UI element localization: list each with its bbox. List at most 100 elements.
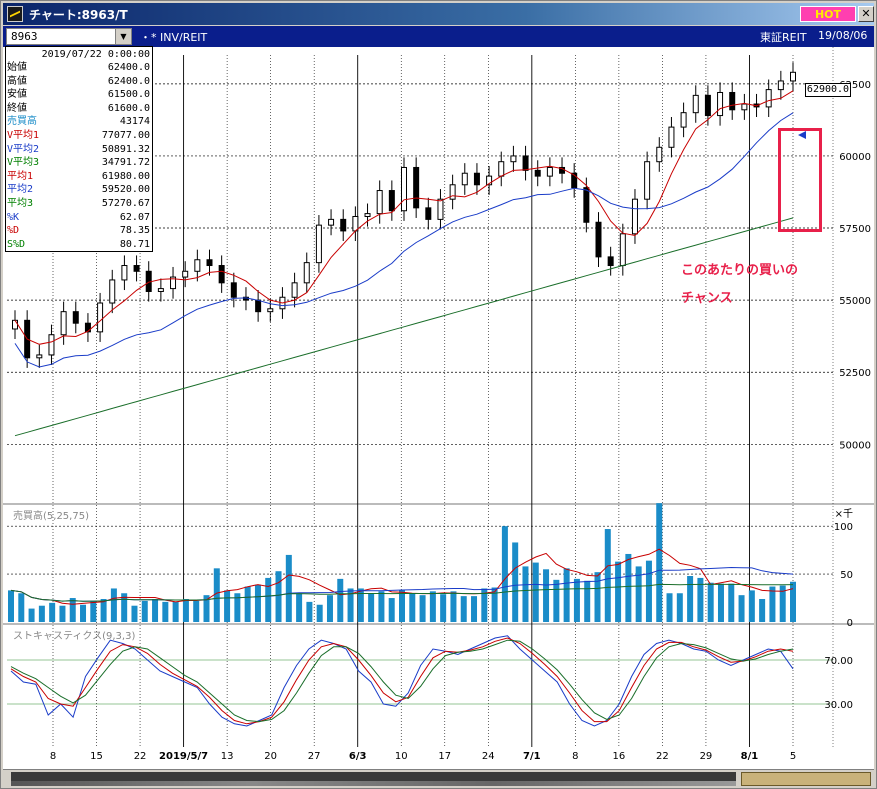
annotation-line-2: チャンス	[681, 291, 733, 306]
candle-body	[534, 169, 541, 177]
info-row: V平均3 34791.72	[7, 156, 151, 169]
volume-bar	[645, 560, 652, 622]
info-label: %K	[7, 211, 20, 223]
info-row: %K 62.07	[7, 211, 151, 224]
candle-body	[401, 166, 407, 212]
info-header: 2019/07/22 0:00:00	[41, 49, 150, 60]
price-tick-label: 50000	[839, 440, 871, 451]
volume-bar	[90, 600, 97, 622]
volume-bar	[656, 503, 663, 622]
candle-body	[303, 262, 310, 284]
info-value: 57270.67	[101, 198, 150, 209]
volume-bar	[429, 591, 436, 622]
candle-body	[546, 166, 553, 177]
ma-short-line	[14, 90, 794, 345]
chart-app-icon	[7, 6, 23, 22]
volume-bar	[121, 593, 128, 622]
annotation-line-1: このあたりの買いの	[681, 263, 799, 278]
category-label: ・* INV/REIT	[140, 31, 208, 44]
symbol-select[interactable]: 8963 ▼	[6, 28, 132, 45]
candle-body	[413, 166, 420, 209]
volume-bar	[254, 584, 261, 622]
stochastic-tick-label: 30.00	[824, 700, 853, 711]
date-tick-label: 27	[308, 751, 321, 762]
info-label: 平均3	[7, 198, 34, 209]
volume-bar	[450, 591, 457, 622]
info-value: 61500.0	[107, 89, 150, 101]
info-value: 62.07	[119, 211, 150, 223]
candle-body	[631, 198, 638, 235]
volume-bar	[728, 583, 735, 622]
info-row: V平均2 50891.32	[7, 143, 151, 156]
info-label: 始値	[7, 62, 27, 73]
volume-bar	[666, 593, 673, 622]
info-row: 売買高 43174	[7, 115, 151, 128]
volume-bar	[522, 566, 529, 622]
volume-bar	[615, 561, 622, 622]
hot-button[interactable]: HOT	[800, 6, 856, 22]
volume-bar	[316, 604, 323, 622]
candle-body	[571, 172, 578, 189]
date-tick-label: 22	[656, 751, 669, 762]
volume-bar	[326, 595, 333, 622]
candle-body	[267, 308, 274, 313]
info-row: 終値 61600.0	[7, 102, 151, 115]
price-chart-svg[interactable]: 62500 60000 57500 55000 52500 50000 8 15 22 2019/…	[3, 47, 874, 769]
candle-body	[352, 215, 359, 232]
volume-bar	[532, 562, 539, 622]
horizontal-scrollbar[interactable]	[3, 769, 874, 788]
volume-bar	[717, 583, 724, 622]
candle-body	[644, 161, 651, 200]
close-button[interactable]: ✕	[858, 6, 874, 22]
volume-bar	[193, 600, 200, 622]
candle-body	[765, 89, 772, 108]
info-label: 安値	[7, 89, 27, 101]
info-value: 59520.00	[101, 184, 150, 196]
stochastic-line-Spct-D	[10, 639, 794, 723]
stochastic-line-pct-D	[10, 637, 794, 725]
info-label: S%D	[7, 238, 26, 250]
candle-body	[328, 218, 335, 226]
volume-bar	[543, 569, 550, 622]
overview-minimap[interactable]	[11, 772, 736, 786]
volume-bar	[59, 605, 66, 622]
info-value: 62400.0	[107, 75, 150, 87]
volume-bar	[481, 588, 488, 622]
date-tick-label: 8/1	[741, 751, 759, 762]
candle-body	[170, 276, 177, 290]
volume-bar	[8, 590, 14, 622]
volume-bar	[573, 578, 580, 622]
volume-bar	[779, 585, 786, 622]
volume-bar	[759, 599, 766, 622]
candle-body	[376, 190, 383, 215]
candle-body	[84, 322, 91, 333]
volume-bar	[49, 602, 56, 622]
volume-bar	[38, 605, 45, 622]
volume-bar	[604, 529, 611, 622]
date-label: 19/08/06	[818, 29, 868, 42]
title-bar[interactable]: チャート:8963/T HOT ✕	[3, 3, 874, 25]
candle-body	[157, 288, 164, 292]
scroll-thumb[interactable]	[741, 772, 871, 786]
candle-body	[680, 112, 687, 128]
volume-bar	[368, 593, 375, 622]
candle-body	[729, 91, 736, 111]
volume-bar	[399, 590, 405, 622]
volume-bar	[285, 554, 292, 622]
volume-bar	[337, 578, 344, 622]
volume-bar	[80, 604, 87, 622]
stochastic-pane-title: ストキャスティクス(9,3,3)	[13, 630, 135, 642]
volume-bar	[141, 600, 148, 622]
date-tick-label: 2019/5/7	[159, 751, 208, 762]
volume-bar	[563, 568, 570, 622]
stochastic-tick-label: 70.00	[824, 656, 853, 667]
data-info-box: 2019/07/22 0:00:00 始値 62400.0 高値 62400.0 安値 6…	[5, 46, 153, 252]
volume-tick-label: ×千	[835, 508, 853, 520]
info-row: S%D 80.71	[7, 238, 151, 251]
volume-bar	[697, 577, 704, 622]
chevron-down-icon[interactable]: ▼	[115, 29, 131, 44]
volume-bar	[553, 579, 560, 622]
info-header-row: 2019/07/22 0:00:00	[7, 48, 151, 61]
candle-body	[133, 265, 140, 272]
volume-bar	[69, 598, 76, 622]
